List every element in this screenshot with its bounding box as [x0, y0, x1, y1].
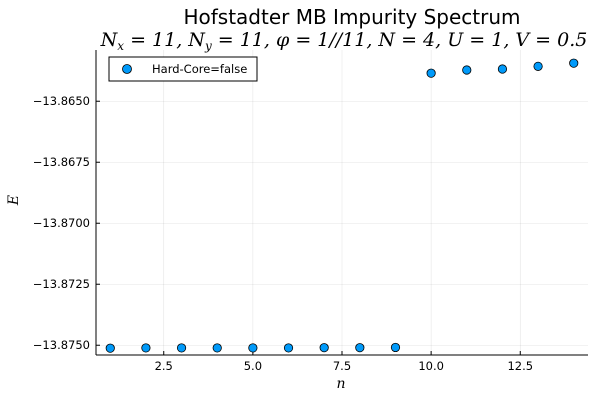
x-tick-label: 12.5	[507, 359, 533, 373]
scatter-point	[355, 343, 365, 353]
scatter-point	[141, 343, 151, 353]
scatter-point	[212, 343, 222, 353]
scatter-point	[283, 343, 294, 353]
legend-marker	[122, 64, 132, 74]
scatter-point	[390, 342, 401, 353]
data-points	[105, 58, 579, 353]
y-tick-label: −13.8700	[33, 216, 90, 230]
chart-subtitle: Nx = 11, Ny = 11, φ = 1//11, N = 4, U = …	[100, 29, 588, 53]
scatter-point	[533, 61, 543, 71]
y-axis-label: E	[6, 195, 22, 206]
y-tick-label: −13.8725	[33, 277, 90, 291]
x-tick-label: 10.0	[418, 359, 444, 373]
y-tick-label: −13.8650	[33, 94, 90, 108]
scatter-point	[497, 64, 508, 74]
scatter-point	[105, 343, 115, 353]
x-tick-label: 5.0	[244, 359, 262, 373]
y-tick-label: −13.8675	[33, 155, 90, 169]
scatter-point	[569, 58, 579, 68]
scatter-point	[248, 343, 258, 353]
y-tick-label: −13.8750	[33, 338, 90, 352]
scatter-point	[426, 68, 436, 78]
scatter-point	[462, 65, 472, 75]
x-tick-label: 7.5	[333, 359, 351, 373]
scatter-point	[319, 343, 329, 353]
x-tick-label: 2.5	[155, 359, 173, 373]
x-axis-label: n	[336, 376, 345, 392]
ticks: 2.5 5.0 7.5 10.0 12.5 −13.8650 −13.8675 −13.870…	[33, 94, 533, 373]
legend: Hard-Core=false	[108, 56, 258, 82]
legend-label: Hard-Core=false	[152, 62, 247, 76]
legend-box	[108, 56, 258, 82]
chart-title: Hofstadter MB Impurity Spectrum	[183, 5, 520, 29]
grid	[96, 50, 588, 355]
scatter-point	[176, 343, 187, 353]
